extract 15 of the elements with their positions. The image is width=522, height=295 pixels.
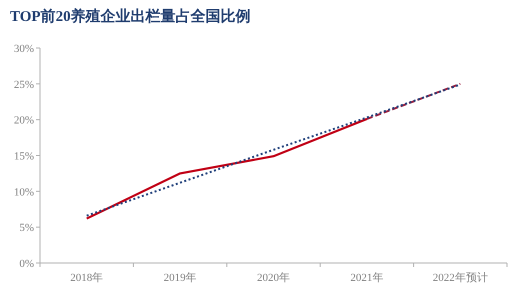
x-tick-label: 2021年 — [350, 272, 384, 284]
y-tick-label: 20% — [14, 114, 34, 127]
line-series — [86, 84, 462, 217]
y-tick-label: 15% — [14, 150, 34, 162]
line-series — [86, 118, 368, 220]
x-tick-label: 2020年 — [257, 272, 290, 284]
y-tick-label: 30% — [14, 43, 34, 55]
x-tick-label: 2022年预计 — [432, 271, 488, 284]
x-tick-label: 2018年 — [70, 272, 104, 284]
y-tick-label: 25% — [14, 78, 34, 91]
x-tick-label: 2019年 — [164, 272, 197, 284]
y-tick-label: 10% — [14, 186, 34, 198]
chart-title: TOP前20养殖企业出栏量占全国比例 — [10, 7, 251, 25]
y-tick-label: 5% — [19, 222, 34, 234]
y-tick-label: 0% — [19, 258, 34, 270]
